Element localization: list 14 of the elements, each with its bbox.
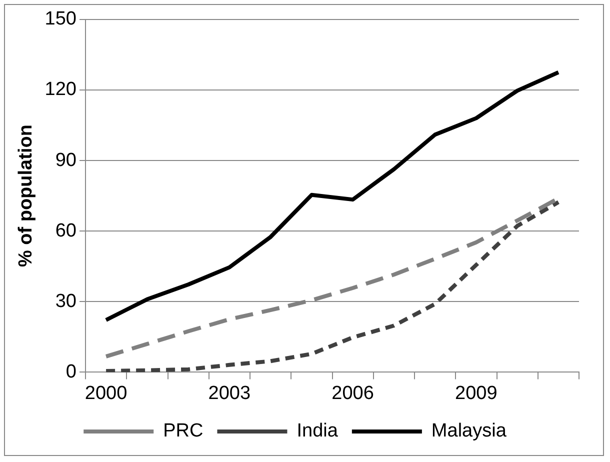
y-tick-label: 0 <box>66 361 76 382</box>
x-tick-label: 2003 <box>208 382 251 404</box>
y-tick-label: 30 <box>55 290 76 312</box>
y-tick-label: 90 <box>55 150 76 171</box>
y-axis-title: % of population <box>16 124 37 268</box>
y-tick-label: 120 <box>44 79 76 100</box>
legend-label: PRC <box>163 420 204 442</box>
y-tick-label: 150 <box>44 8 76 30</box>
x-tick-label: 2006 <box>332 382 374 404</box>
legend-label: India <box>296 420 338 442</box>
legend-label: Malaysia <box>431 420 507 442</box>
x-tick-label: 2009 <box>455 382 498 404</box>
y-tick-label: 60 <box>55 220 76 242</box>
x-tick-label: 2000 <box>84 382 128 404</box>
